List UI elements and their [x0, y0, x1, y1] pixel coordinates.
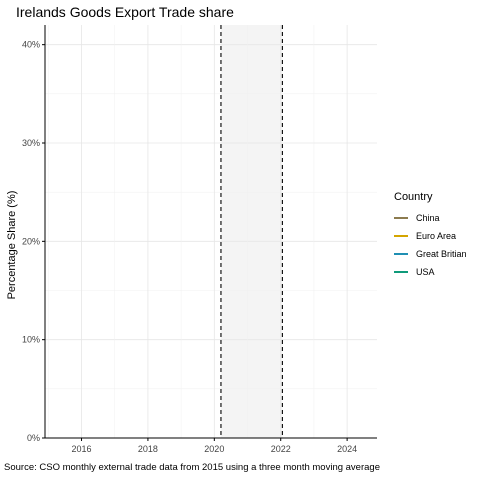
legend-swatch: [394, 271, 408, 273]
legend: Country China Euro Area Great Britian USA: [394, 191, 467, 281]
y-tick-label: 20%: [22, 236, 40, 246]
legend-swatch: [394, 217, 408, 219]
legend-item: China: [394, 209, 467, 227]
chart-caption: Source: CSO monthly external trade data …: [4, 462, 380, 473]
legend-item: Great Britian: [394, 245, 467, 263]
legend-label: Great Britian: [416, 249, 467, 259]
legend-swatch: [394, 253, 408, 255]
x-tick-label: 2020: [204, 444, 224, 454]
legend-swatch: [394, 235, 408, 237]
legend-label: Euro Area: [416, 231, 457, 241]
legend-item: USA: [394, 263, 467, 281]
legend-label: China: [416, 213, 440, 223]
legend-title: Country: [394, 191, 433, 203]
y-tick-label: 30%: [22, 138, 40, 148]
x-tick-label: 2018: [138, 444, 158, 454]
shaded-region: [220, 25, 283, 438]
x-tick-label: 2024: [337, 444, 357, 454]
y-tick-label: 40%: [22, 40, 40, 50]
y-tick-label: 0%: [27, 433, 40, 443]
x-tick-label: 2022: [271, 444, 291, 454]
legend-item: Euro Area: [394, 227, 467, 245]
y-tick-label: 10%: [22, 335, 40, 345]
x-tick-label: 2016: [72, 444, 92, 454]
chart-title: Irelands Goods Export Trade share: [16, 4, 234, 20]
legend-label: USA: [416, 267, 435, 277]
